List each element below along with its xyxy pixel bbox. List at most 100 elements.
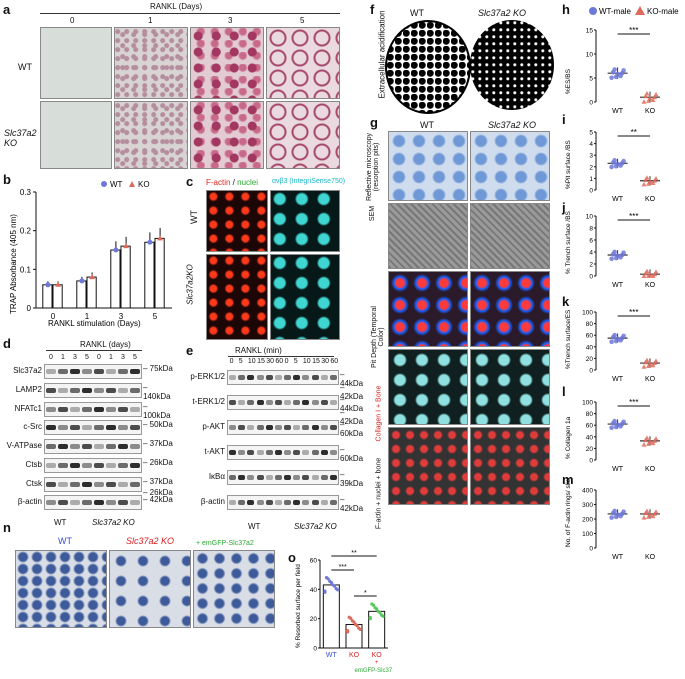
chart-l-point: [650, 440, 656, 446]
chart-k-ytick-label: 40: [586, 344, 594, 351]
blot-band: [238, 425, 246, 430]
panel-c-title-green: nuclei: [237, 178, 259, 187]
chart-i-point: [609, 164, 614, 170]
panel-e-rule: [228, 356, 334, 357]
chart-b-bar: [76, 280, 87, 309]
blot-band: [130, 462, 140, 468]
chart-o-point: [358, 627, 362, 632]
chart-o-ytick-label: 40: [310, 587, 318, 594]
chart-m-point: [610, 510, 616, 516]
blot-band: [329, 400, 337, 405]
blot-band: [320, 400, 328, 405]
chart-l-ytick-label: 80: [586, 411, 594, 418]
panel-c-label: c: [186, 174, 194, 189]
blot-band: [229, 500, 237, 505]
panel-c-row-ko: Slc37a2KO: [185, 264, 195, 305]
chart-o-point: [352, 620, 356, 624]
blot-band: [82, 387, 92, 393]
chart-b-bar: [110, 249, 121, 309]
panel-a-day-0: 0: [70, 16, 75, 25]
blot-band: [302, 450, 310, 455]
blot-band: [130, 425, 140, 431]
blot-band: [82, 481, 92, 487]
chart-i-ylabel: %Pit surface /BS: [565, 140, 572, 189]
blot-band: [46, 387, 56, 393]
chart-k-ytick-label: 20: [586, 356, 594, 363]
chart-h-point: [643, 93, 648, 99]
blot-band: [329, 475, 337, 480]
chart-l-ytick-label: 0: [589, 458, 593, 465]
chart-m-point: [613, 514, 619, 520]
chart-i-ytick-label: 5: [589, 130, 593, 137]
chart-m-point: [646, 514, 651, 519]
blot-band: [302, 400, 310, 405]
chart-m-ytick-label: 400: [582, 488, 593, 495]
chart-o-point: [332, 584, 337, 588]
chart-i-point: [613, 163, 619, 169]
blot-band: [329, 425, 337, 430]
chart-l-ytick-label: 100: [582, 400, 593, 407]
blot-band: [302, 425, 310, 430]
chart-l-point: [646, 441, 651, 446]
chart-i: %Pit surface /BS 0 1 2 3 4 5 WT KO **: [565, 128, 660, 203]
blot-band: [293, 500, 301, 505]
blot-band: [106, 481, 116, 487]
blot-strip: [44, 439, 142, 454]
chart-i-point: [643, 177, 648, 182]
blot-band: [311, 475, 319, 480]
chart-b-point: [89, 274, 96, 280]
blot-mw-label: – 100kDa: [143, 401, 171, 420]
panel-a-day-3: 3: [228, 16, 233, 25]
panel-n-col-rescue: + emGFP-Slc37a2: [196, 540, 254, 547]
lane-label: 15: [312, 358, 320, 365]
panel-d-title: RANKL (days): [80, 340, 131, 349]
micrograph-n-wt: [15, 550, 107, 628]
blot-strip: [44, 401, 142, 417]
blot-mw-label: – 42kDa: [143, 495, 173, 505]
chart-j-point: [609, 256, 614, 262]
blot-band: [106, 444, 116, 449]
chart-j-point: [646, 273, 651, 278]
chart-h-ytick-label: 5: [589, 76, 593, 83]
panel-f-col-ko: Slc37a2 KO: [478, 8, 527, 18]
micrograph-c-ko-integrin: [270, 254, 340, 340]
lane-label: 0: [97, 354, 101, 361]
panel-g-label: g: [370, 115, 378, 130]
chart-m-point: [643, 510, 648, 516]
lane-label: 5: [293, 358, 298, 365]
micrograph-a-wt-d3: [190, 27, 264, 99]
chart-i-point: [646, 181, 651, 186]
blot-band: [247, 475, 255, 480]
chart-k-xtick-label: WT: [612, 376, 624, 383]
blot-strip: [44, 420, 142, 436]
blot-band: [293, 375, 301, 380]
blot-mw-label: – 42kDa: [340, 382, 364, 401]
panel-k-label: k: [562, 294, 570, 309]
well-f-ko: [470, 20, 554, 110]
chart-m-ylabel: No. of F-actin rings/ slice: [565, 478, 572, 547]
blot-band: [58, 481, 68, 487]
blot-protein-label: Ctsb: [25, 459, 42, 469]
blot-band: [238, 400, 246, 405]
micrograph-g-ko-collagen: [470, 349, 550, 425]
chart-i-xtick-label: KO: [645, 196, 656, 203]
blot-strip: [227, 370, 339, 385]
panel-a-row-wt: WT: [18, 62, 32, 72]
panel-e-title: RANKL (min): [235, 346, 282, 355]
chart-o-point: [375, 607, 379, 611]
blot-band: [256, 400, 264, 405]
chart-l: % Collagen 1a 0 20 40 60 80 100 WT KO ***: [565, 398, 660, 473]
chart-o-xtick-rescue: emGFP-Slc37a2: [354, 668, 392, 674]
chart-m-ytick-label: 0: [589, 546, 593, 553]
chart-m-ytick-label: 100: [582, 531, 593, 538]
blot-protein-label: β-actin: [200, 497, 225, 506]
chart-l-point: [609, 425, 614, 431]
panel-l-label: l: [562, 384, 566, 399]
blot-band: [265, 475, 273, 480]
chart-b-xtick-label: 5: [153, 312, 158, 321]
panel-e-group-wt: WT: [248, 522, 261, 531]
blot-band: [46, 425, 56, 431]
blot-strip: [227, 470, 339, 485]
blot-band: [118, 444, 128, 449]
blot-band: [238, 375, 246, 380]
